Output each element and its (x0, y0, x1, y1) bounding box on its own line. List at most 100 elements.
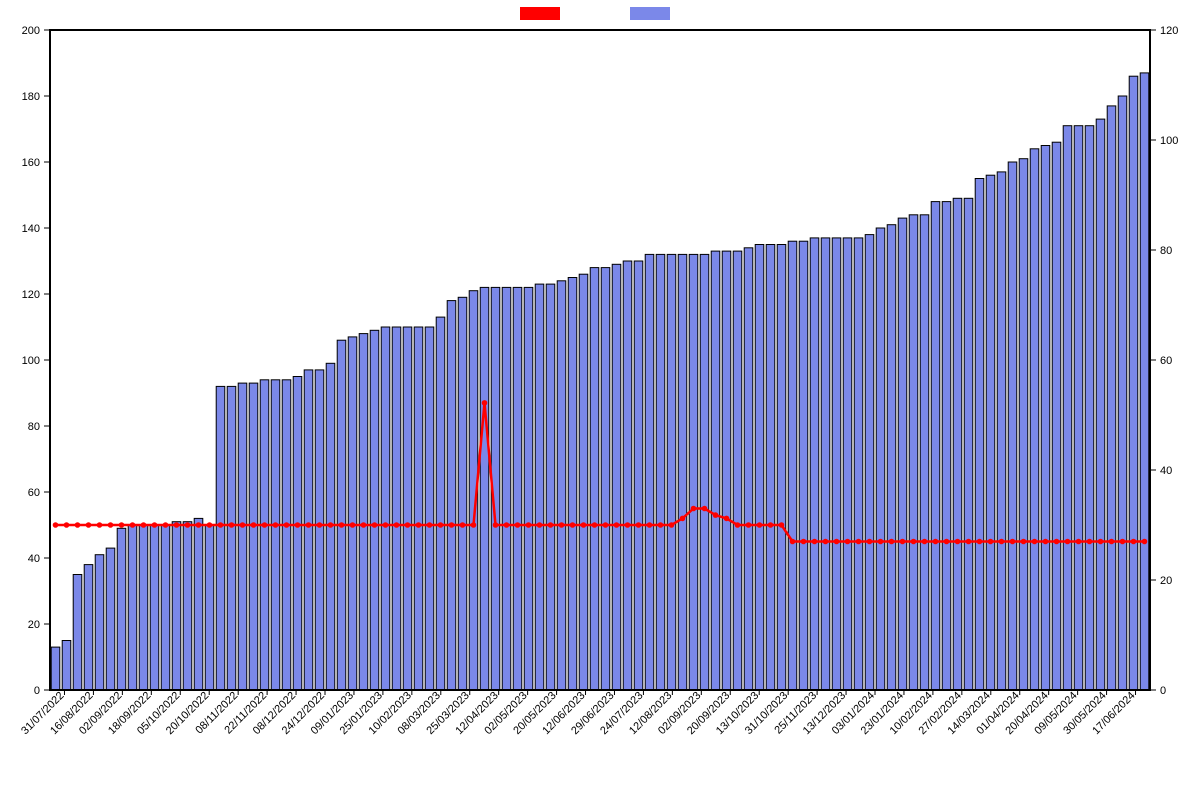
bar (84, 565, 93, 690)
bar (1030, 149, 1039, 690)
bar (117, 528, 126, 690)
line-marker (790, 539, 796, 545)
y-right-tick-label: 100 (1160, 135, 1178, 147)
bar (975, 179, 984, 691)
bar (821, 238, 830, 690)
line-marker (713, 512, 719, 518)
line-marker (328, 522, 334, 528)
bar (1052, 142, 1061, 690)
line-marker (86, 522, 92, 528)
bar (865, 235, 874, 690)
line-marker (482, 400, 488, 406)
bar (986, 175, 995, 690)
line-marker (955, 539, 961, 545)
line-marker (361, 522, 367, 528)
bar (161, 525, 170, 690)
bar (260, 380, 269, 690)
bar (238, 383, 247, 690)
bar (62, 641, 71, 691)
line-marker (845, 539, 851, 545)
line-marker (350, 522, 356, 528)
bar (403, 327, 412, 690)
line-marker (548, 522, 554, 528)
line-marker (1142, 539, 1148, 545)
bar (711, 251, 720, 690)
line-marker (878, 539, 884, 545)
y-left-tick-label: 180 (22, 91, 40, 103)
bar (447, 301, 456, 690)
bar (392, 327, 401, 690)
line-marker (988, 539, 994, 545)
bar (755, 245, 764, 691)
line-marker (900, 539, 906, 545)
bar (656, 254, 665, 690)
line-marker (999, 539, 1005, 545)
bar (480, 287, 489, 690)
bar (832, 238, 841, 690)
line-marker (1065, 539, 1071, 545)
y-left-tick-label: 20 (28, 619, 40, 631)
line-marker (207, 522, 213, 528)
line-marker (1076, 539, 1082, 545)
line-marker (372, 522, 378, 528)
bar (436, 317, 445, 690)
bar (953, 198, 962, 690)
bar (128, 525, 137, 690)
y-right-tick-label: 80 (1160, 245, 1172, 257)
line-marker (735, 522, 741, 528)
y-right-tick-label: 120 (1160, 25, 1178, 37)
y-right-tick-label: 0 (1160, 685, 1166, 697)
line-marker (53, 522, 59, 528)
line-marker (427, 522, 433, 528)
line-marker (493, 522, 499, 528)
line-marker (1087, 539, 1093, 545)
bar (194, 518, 203, 690)
bar (150, 525, 159, 690)
line-marker (152, 522, 158, 528)
bar (964, 198, 973, 690)
bar (1074, 126, 1083, 690)
line-marker (526, 522, 532, 528)
bar (1041, 146, 1050, 691)
bar (1096, 119, 1105, 690)
line-marker (317, 522, 323, 528)
legend-swatch (630, 7, 670, 20)
y-right-tick-label: 40 (1160, 465, 1172, 477)
line-marker (680, 516, 686, 522)
bar (634, 261, 643, 690)
bar (590, 268, 599, 690)
bar (722, 251, 731, 690)
line-marker (416, 522, 422, 528)
line-marker (460, 522, 466, 528)
line-marker (163, 522, 169, 528)
line-marker (119, 522, 125, 528)
bar (315, 370, 324, 690)
bar (425, 327, 434, 690)
line-marker (130, 522, 136, 528)
line-marker (471, 522, 477, 528)
bar (568, 278, 577, 691)
bar (293, 377, 302, 691)
bar (1085, 126, 1094, 690)
bar (909, 215, 918, 690)
line-marker (812, 539, 818, 545)
line-marker (768, 522, 774, 528)
line-marker (1010, 539, 1016, 545)
bar (1008, 162, 1017, 690)
bar (898, 218, 907, 690)
bar (854, 238, 863, 690)
line-marker (647, 522, 653, 528)
bar (997, 172, 1006, 690)
bar (458, 297, 467, 690)
bar (1107, 106, 1116, 690)
line-marker (614, 522, 620, 528)
bar (623, 261, 632, 690)
bar (227, 386, 236, 690)
line-marker (504, 522, 510, 528)
line-marker (394, 522, 400, 528)
y-left-tick-label: 80 (28, 421, 40, 433)
bar (579, 274, 588, 690)
bar (700, 254, 709, 690)
bar (1019, 159, 1028, 690)
line-marker (383, 522, 389, 528)
